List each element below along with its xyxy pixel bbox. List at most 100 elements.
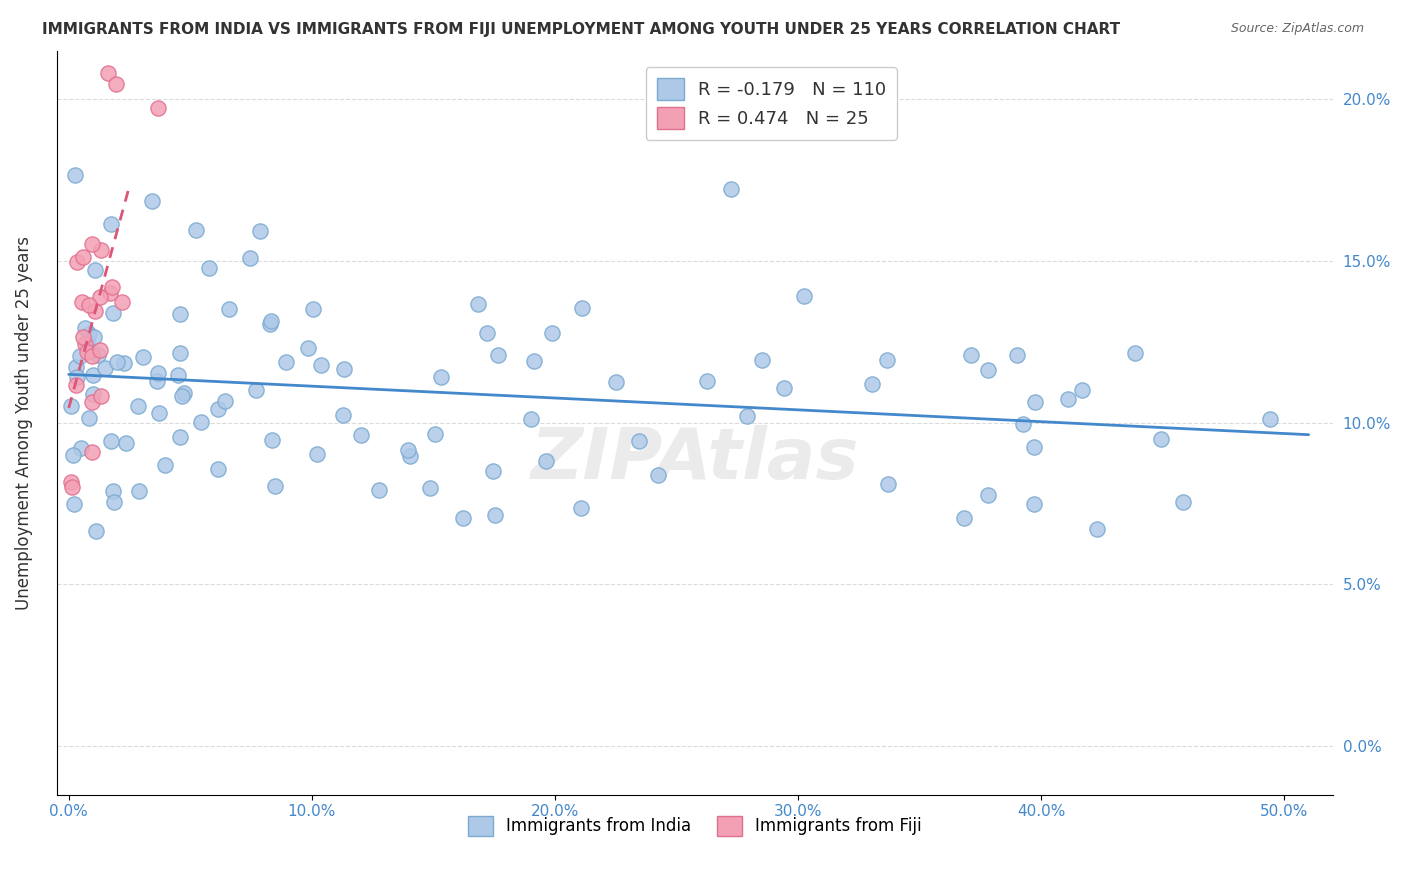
Point bbox=[486, 348, 509, 362]
Point bbox=[793, 289, 815, 303]
Point bbox=[952, 511, 974, 525]
Point bbox=[82, 349, 104, 363]
Point bbox=[84, 263, 107, 277]
Legend: Immigrants from India, Immigrants from Fiji: Immigrants from India, Immigrants from F… bbox=[458, 805, 931, 846]
Point bbox=[145, 374, 167, 388]
Point bbox=[569, 501, 592, 516]
Point bbox=[696, 374, 718, 388]
Point bbox=[1071, 383, 1094, 397]
Point bbox=[451, 510, 474, 524]
Point bbox=[245, 383, 267, 397]
Point bbox=[84, 524, 107, 538]
Point bbox=[148, 101, 170, 115]
Point bbox=[146, 367, 169, 381]
Point bbox=[541, 326, 564, 341]
Point bbox=[190, 415, 212, 429]
Point bbox=[90, 243, 112, 257]
Point bbox=[249, 224, 271, 238]
Point bbox=[94, 361, 117, 376]
Point bbox=[98, 286, 121, 301]
Point bbox=[173, 386, 195, 401]
Point bbox=[605, 376, 627, 390]
Point bbox=[77, 298, 100, 312]
Point bbox=[720, 182, 742, 196]
Point bbox=[60, 475, 83, 490]
Point bbox=[66, 255, 89, 269]
Point bbox=[239, 252, 262, 266]
Point bbox=[111, 295, 134, 310]
Point bbox=[876, 353, 898, 368]
Point bbox=[876, 476, 898, 491]
Point bbox=[307, 447, 329, 461]
Point bbox=[1173, 495, 1195, 509]
Point bbox=[398, 449, 420, 463]
Point bbox=[186, 223, 208, 237]
Point bbox=[60, 480, 83, 494]
Point bbox=[333, 361, 356, 376]
Point bbox=[1085, 522, 1108, 536]
Point bbox=[84, 304, 107, 318]
Point bbox=[80, 444, 103, 458]
Point bbox=[482, 464, 505, 478]
Point bbox=[198, 261, 221, 276]
Point bbox=[97, 66, 120, 80]
Point bbox=[263, 479, 285, 493]
Point bbox=[523, 353, 546, 368]
Point bbox=[80, 343, 103, 358]
Point bbox=[83, 330, 105, 344]
Point bbox=[153, 458, 176, 473]
Point bbox=[735, 409, 758, 424]
Point bbox=[419, 481, 441, 495]
Point bbox=[103, 495, 125, 509]
Point bbox=[72, 330, 94, 344]
Text: Source: ZipAtlas.com: Source: ZipAtlas.com bbox=[1230, 22, 1364, 36]
Point bbox=[977, 363, 1000, 377]
Point bbox=[1022, 497, 1045, 511]
Point bbox=[82, 236, 104, 251]
Point bbox=[100, 280, 122, 294]
Point bbox=[1123, 346, 1146, 360]
Text: IMMIGRANTS FROM INDIA VS IMMIGRANTS FROM FIJI UNEMPLOYMENT AMONG YOUTH UNDER 25 : IMMIGRANTS FROM INDIA VS IMMIGRANTS FROM… bbox=[42, 22, 1121, 37]
Point bbox=[396, 442, 419, 457]
Point bbox=[218, 301, 240, 316]
Point bbox=[1011, 417, 1033, 431]
Point bbox=[214, 393, 236, 408]
Point bbox=[66, 370, 89, 384]
Point bbox=[101, 305, 124, 319]
Point bbox=[65, 378, 87, 392]
Point bbox=[100, 217, 122, 231]
Point bbox=[105, 77, 128, 91]
Point bbox=[467, 296, 489, 310]
Point bbox=[1057, 392, 1080, 407]
Point bbox=[169, 307, 191, 321]
Point bbox=[302, 301, 325, 316]
Point bbox=[1150, 432, 1173, 446]
Point bbox=[297, 341, 319, 355]
Point bbox=[167, 368, 190, 383]
Point bbox=[259, 317, 281, 331]
Point bbox=[260, 433, 283, 447]
Point bbox=[1005, 348, 1028, 362]
Point bbox=[475, 326, 498, 341]
Point bbox=[367, 483, 389, 498]
Point bbox=[860, 376, 883, 391]
Point bbox=[80, 395, 103, 409]
Point bbox=[260, 314, 283, 328]
Point bbox=[207, 401, 229, 416]
Point bbox=[423, 427, 446, 442]
Point bbox=[1258, 412, 1281, 426]
Y-axis label: Unemployment Among Youth under 25 years: Unemployment Among Youth under 25 years bbox=[15, 235, 32, 610]
Point bbox=[647, 467, 669, 482]
Point bbox=[1024, 395, 1046, 409]
Point bbox=[148, 406, 170, 420]
Point bbox=[89, 343, 111, 358]
Point bbox=[82, 387, 104, 401]
Point bbox=[519, 411, 541, 425]
Point bbox=[63, 168, 86, 182]
Point bbox=[72, 250, 94, 264]
Point bbox=[127, 399, 149, 413]
Point bbox=[169, 346, 191, 360]
Text: ZIPAtlas: ZIPAtlas bbox=[530, 425, 859, 494]
Point bbox=[332, 408, 354, 422]
Point bbox=[207, 461, 229, 475]
